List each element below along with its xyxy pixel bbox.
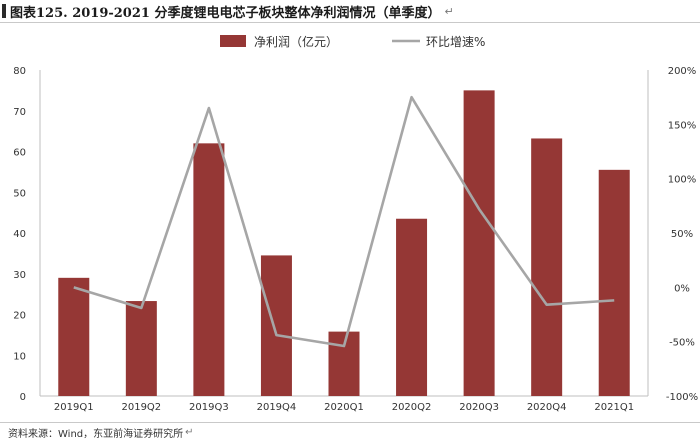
x-tick-label: 2019Q1	[54, 402, 94, 413]
x-tick-label: 2019Q3	[189, 402, 229, 413]
x-tick-label: 2019Q2	[121, 402, 161, 413]
x-tick-label: 2020Q4	[527, 402, 567, 413]
legend-bar-label: 净利润（亿元）	[254, 34, 338, 49]
left-tick-label: 20	[13, 311, 26, 322]
source-note: 资料来源：Wind，东亚前海证券研究所	[8, 425, 183, 440]
bar	[193, 143, 224, 396]
source-bar: 资料来源：Wind，东亚前海证券研究所 ↵	[0, 422, 700, 441]
right-tick-label: 50%	[671, 229, 693, 240]
left-tick-label: 40	[13, 229, 26, 240]
return-mark-icon: ↵	[444, 5, 453, 18]
right-tick-label: -50%	[669, 338, 695, 349]
combo-chart: 0 10 20 30 40 50 60 70 80 -100% -50% 0% 50% 100% 150% 2…	[0, 22, 700, 422]
bar	[531, 138, 562, 396]
figure-title: 图表125. 2019-2021 分季度锂电电芯子板块整体净利润情况（单季度）	[10, 2, 440, 21]
left-tick-label: 50	[13, 188, 26, 199]
figure-title-bar: 图表125. 2019-2021 分季度锂电电芯子板块整体净利润情况（单季度） …	[0, 0, 700, 23]
left-tick-label: 10	[13, 351, 26, 362]
bar	[58, 278, 89, 396]
x-tick-label: 2019Q4	[257, 402, 297, 413]
bar	[396, 219, 427, 396]
bar	[464, 90, 495, 396]
legend-line-label: 环比增速%	[426, 35, 485, 49]
right-tick-label: 150%	[668, 120, 697, 131]
right-tick-label: 0%	[674, 283, 690, 294]
right-tick-label: 200%	[668, 66, 697, 77]
left-tick-label: 30	[13, 270, 26, 281]
x-tick-label: 2020Q2	[392, 402, 432, 413]
left-tick-label: 60	[13, 148, 26, 159]
left-tick-label: 80	[13, 66, 26, 77]
legend-bar-swatch	[220, 35, 246, 47]
right-tick-label: 100%	[668, 175, 697, 186]
bar	[261, 255, 292, 396]
x-tick-label: 2021Q1	[594, 402, 634, 413]
right-tick-label: -100%	[666, 392, 698, 403]
x-tick-label: 2020Q3	[459, 402, 499, 413]
bar	[599, 170, 630, 396]
left-tick-label: 70	[13, 107, 26, 118]
bar	[126, 301, 157, 396]
x-tick-label: 2020Q1	[324, 402, 364, 413]
left-tick-label: 0	[20, 392, 26, 403]
title-marker	[2, 4, 6, 18]
return-mark-icon: ↵	[185, 427, 193, 438]
